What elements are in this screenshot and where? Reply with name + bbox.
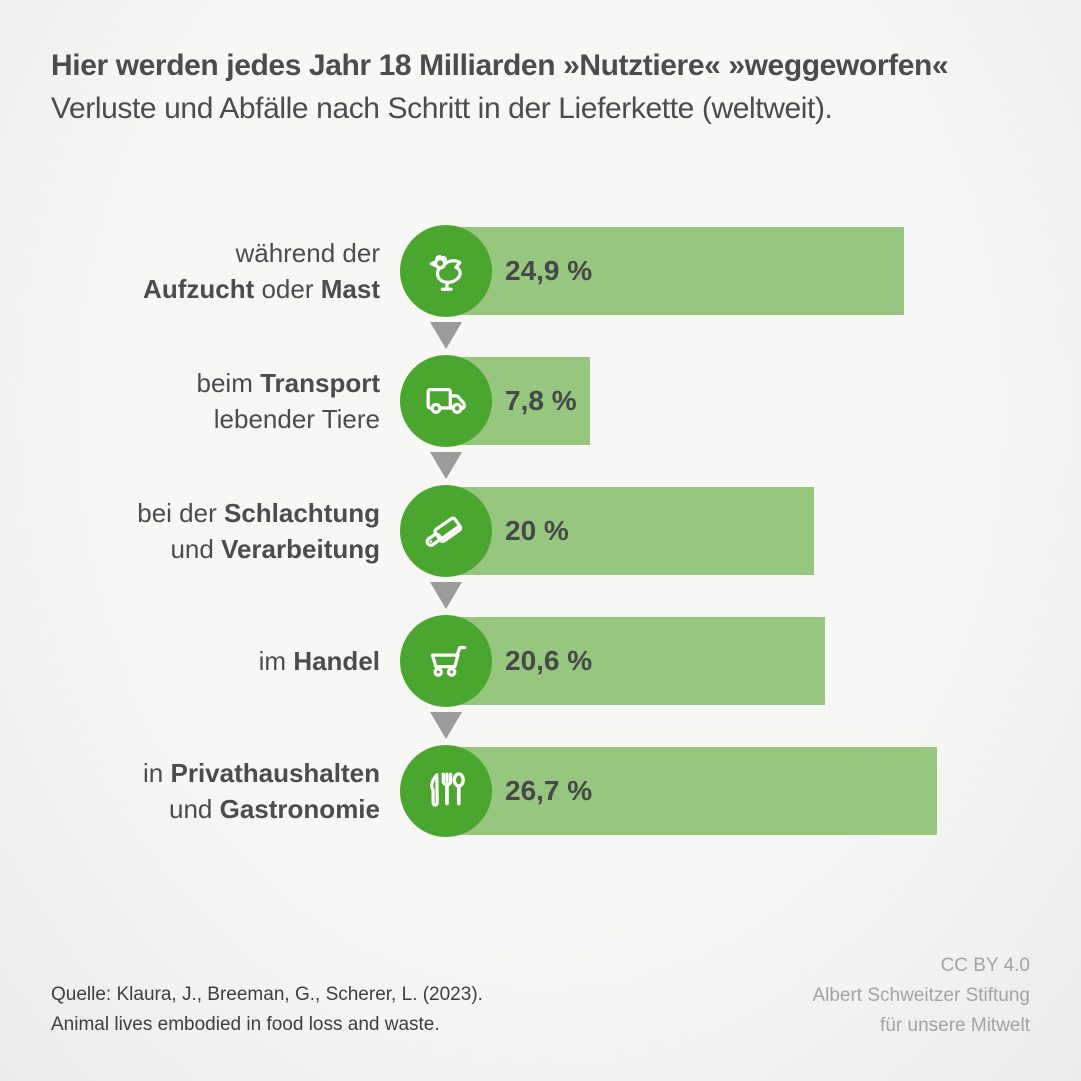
chicken-icon: [429, 255, 462, 291]
page-title: Hier werden jedes Jahr 18 Milliarden »Nu…: [51, 49, 949, 82]
bar-handel: [446, 617, 825, 705]
row-label-transport: beim Transport lebender Tiere: [20, 357, 381, 445]
title-block: Hier werden jedes Jahr 18 Milliarden »Nu…: [51, 44, 949, 130]
row-label-handel: im Handel: [20, 617, 380, 705]
value-label-handel: 20,6 %: [505, 645, 593, 676]
page-subtitle: Verluste und Abfälle nach Schritt in der…: [51, 92, 833, 125]
label-line: und Gastronomie: [169, 794, 380, 824]
license-label: CC BY 4.0: [940, 955, 1030, 976]
value-label-transport: 7,8 %: [505, 385, 577, 416]
value-label-schlachtung: 20 %: [505, 515, 569, 546]
credit-note: CC BY 4.0 Albert Schweitzer Stiftung für…: [812, 951, 1030, 1041]
cutlery-icon: [430, 772, 465, 807]
source-line: Animal lives embodied in food loss and w…: [51, 1014, 440, 1035]
icon-circle-schlachtung: [400, 485, 492, 577]
icon-circle-handel: [400, 615, 492, 707]
bar-privathaushalte: [446, 747, 937, 835]
label-line: in Privathaushalten: [143, 758, 380, 788]
label-line: beim Transport: [196, 368, 381, 398]
label-line: Aufzucht oder Mast: [143, 274, 380, 304]
label-line: während der: [235, 238, 380, 268]
label-line: bei der Schlachtung: [137, 498, 380, 528]
label-line: im Handel: [258, 646, 380, 676]
row-label-aufzucht: während der Aufzucht oder Mast: [20, 227, 380, 315]
flow-arrow-icon: [430, 452, 462, 479]
source-line: Quelle: Klaura, J., Breeman, G., Scherer…: [51, 984, 483, 1005]
value-label-privathaushalte: 26,7 %: [505, 775, 593, 806]
icon-circle-privathaushalte: [400, 745, 492, 837]
row-label-privathaushalte: in Privathaushalten und Gastronomie: [20, 747, 380, 835]
icon-circle-transport: [400, 355, 492, 447]
shopping-cart-icon: [430, 645, 467, 677]
flow-arrow-icon: [430, 712, 462, 739]
label-line: lebender Tiere: [213, 404, 380, 434]
truck-icon: [426, 388, 466, 414]
value-label-aufzucht: 24,9 %: [505, 255, 593, 286]
bar-schlachtung: [446, 487, 814, 575]
org-name: Albert Schweitzer Stiftung: [812, 985, 1030, 1006]
flow-arrow-icon: [430, 322, 462, 349]
bar-aufzucht: [446, 227, 904, 315]
cleaver-icon: [425, 516, 463, 547]
label-line: und Verarbeitung: [170, 534, 380, 564]
row-label-schlachtung: bei der Schlachtung und Verarbeitung: [20, 487, 380, 575]
source-note: Quelle: Klaura, J., Breeman, G., Scherer…: [51, 980, 483, 1040]
icon-circle-aufzucht: [400, 225, 492, 317]
flow-arrow-icon: [430, 582, 462, 609]
org-name: für unsere Mitwelt: [880, 1015, 1030, 1036]
